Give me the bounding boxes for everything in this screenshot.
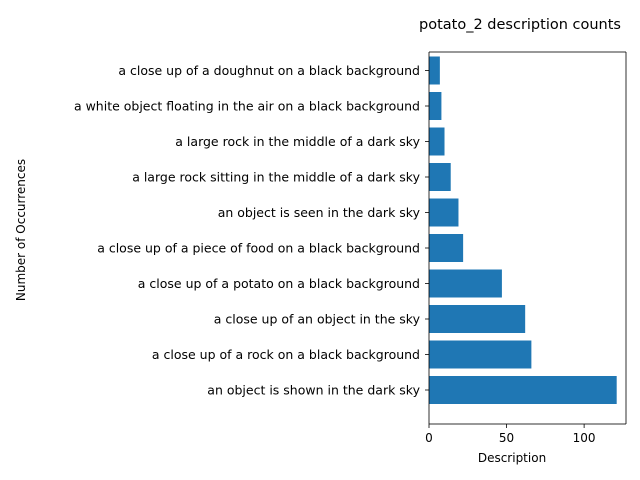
axes-spine-right — [625, 52, 627, 424]
category-labels-group: an object is shown in the dark sky a clos… — [74, 63, 429, 398]
chart-title: potato_2 description counts — [419, 17, 621, 33]
bar — [429, 92, 442, 120]
category-label: a close up of a potato on a black backgr… — [138, 276, 420, 291]
category-label: a close up of a rock on a black backgrou… — [152, 347, 420, 362]
bar — [429, 198, 459, 227]
bar — [429, 305, 526, 333]
category-label: a white object floating in the air on a … — [74, 99, 420, 114]
category-label: a close up of a doughnut on a black back… — [118, 63, 420, 78]
bar — [429, 269, 502, 298]
x-axis-label: Description — [478, 451, 546, 465]
bar — [429, 340, 532, 369]
axes-spine-left — [428, 52, 430, 424]
bar — [429, 234, 464, 262]
category-label: an object is shown in the dark sky — [207, 383, 420, 398]
category-label: a close up of a piece of food on a black… — [97, 241, 420, 256]
x-ticks-group: 0 50 100 — [425, 424, 596, 445]
bar — [429, 376, 617, 404]
axes-spine-bottom — [429, 423, 626, 425]
bar — [429, 56, 440, 85]
category-label: an object is seen in the dark sky — [218, 205, 421, 220]
axes-spine-top — [429, 51, 626, 53]
x-tick-label: 0 — [425, 431, 433, 445]
category-label: a large rock in the middle of a dark sky — [175, 134, 420, 149]
x-tick-label: 100 — [573, 431, 596, 445]
bar — [429, 127, 445, 156]
category-label: a large rock sitting in the middle of a … — [132, 170, 420, 185]
category-label: a close up of an object in the sky — [214, 312, 421, 327]
bars-group — [429, 56, 617, 404]
x-tick-label: 50 — [499, 431, 514, 445]
y-axis-label: Number of Occurrences — [14, 159, 28, 301]
bar — [429, 163, 451, 191]
